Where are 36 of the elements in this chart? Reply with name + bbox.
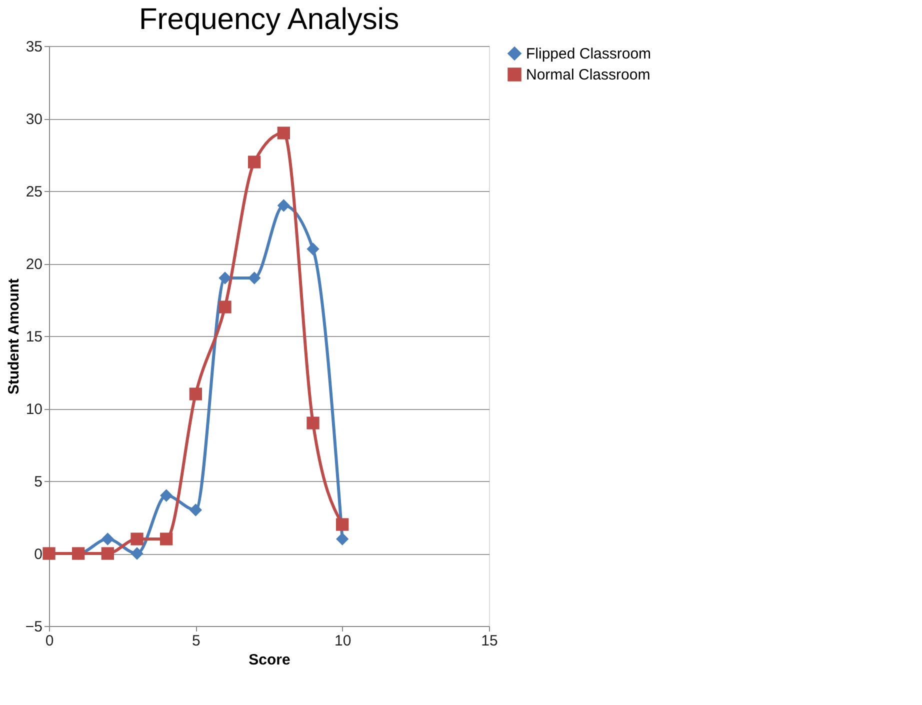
y-tick-label: 15 (26, 328, 42, 346)
point (218, 300, 232, 314)
point (101, 532, 114, 546)
x-tick-label: 0 (45, 632, 54, 650)
x-tick-label: 5 (192, 632, 200, 650)
point (277, 126, 290, 140)
point (101, 547, 114, 560)
point (277, 199, 290, 212)
point (306, 242, 320, 256)
x-axis-title: Score (248, 652, 290, 668)
point (336, 518, 349, 531)
y-tick-label: 20 (26, 256, 42, 273)
point (248, 272, 261, 284)
point (130, 532, 144, 546)
y-axis-title: Student Amount (5, 278, 22, 395)
y-tick-label: −5 (25, 618, 42, 636)
point (306, 416, 320, 430)
y-tick-label: 5 (34, 474, 42, 490)
x-tick-label: 10 (334, 632, 352, 650)
y-tick-label: 25 (26, 184, 42, 200)
point (336, 532, 349, 546)
point (160, 532, 173, 546)
point (130, 547, 144, 560)
point (218, 272, 232, 284)
x-tick-label: 15 (481, 632, 498, 650)
y-tick-label: 0 (34, 546, 42, 563)
y-tick-label: 30 (26, 111, 42, 128)
point (189, 388, 202, 400)
y-tick-label: 10 (26, 401, 42, 418)
legend-label: Normal Classroom (526, 66, 650, 84)
point (160, 489, 173, 502)
y-tick-label: 35 (26, 38, 42, 56)
point (248, 156, 261, 168)
chart-title: Frequency Analysis (138, 3, 400, 36)
point (189, 504, 202, 516)
legend-label: Flipped Classroom (526, 46, 652, 62)
